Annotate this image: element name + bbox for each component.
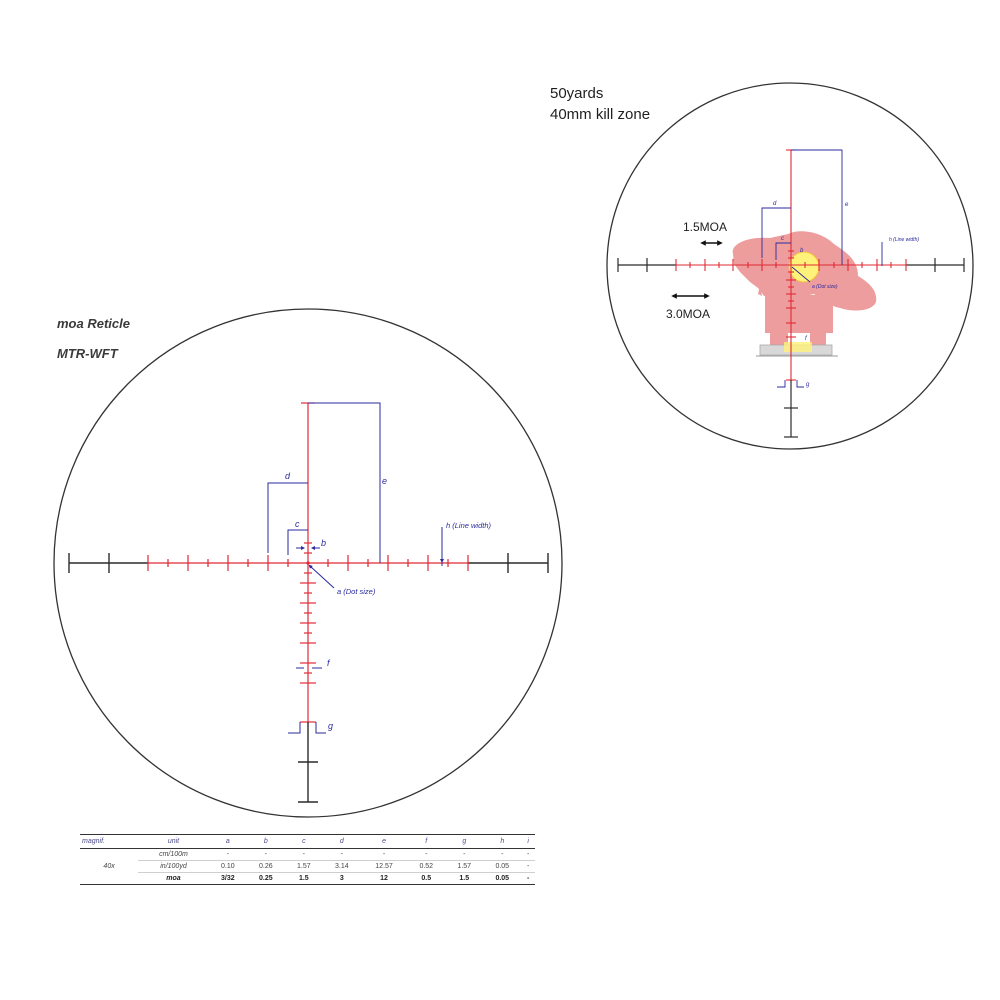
reticle-model: MTR-WFT	[57, 346, 118, 361]
rat-target	[732, 231, 877, 353]
spec-table-header: magnif. unit a b c d e f g h i	[80, 834, 535, 849]
target-label-strip	[784, 342, 812, 352]
reticle-title: moa Reticle	[57, 316, 130, 331]
header-h: h	[483, 834, 522, 849]
header-i: i	[521, 834, 535, 849]
header-a: a	[208, 834, 247, 849]
small-bottom-post-ticks	[784, 407, 798, 438]
small-label-b: b	[800, 248, 804, 254]
table-cell: 1.5	[284, 872, 323, 885]
table-cell: -	[246, 848, 285, 861]
kill-zone-label: 40mm kill zone	[550, 106, 651, 123]
table-cell: 0.26	[246, 860, 285, 873]
main-label-d: d	[285, 471, 291, 481]
table-cell: -	[208, 848, 247, 861]
unit-cell: moa	[138, 872, 209, 885]
table-cell: 0.10	[208, 860, 247, 873]
header-d: d	[322, 834, 361, 849]
moa-1-5-label: 1.5MOA	[683, 220, 728, 234]
table-cell: 12	[360, 872, 408, 885]
table-row: in/100yd 0.10 0.26 1.57 3.14 12.57 0.52 …	[80, 860, 535, 873]
small-horizontal-ticks	[675, 259, 907, 271]
moa-3-0-label: 3.0MOA	[666, 307, 711, 321]
header-g: g	[445, 834, 484, 849]
header-c: c	[284, 834, 323, 849]
table-row: moa 3/32 0.25 1.5 3 12 0.5 1.5 0.05 -	[80, 872, 535, 885]
header-unit: unit	[138, 834, 209, 849]
table-cell: 0.5	[407, 872, 446, 885]
small-label-e: e	[845, 202, 849, 208]
table-cell: -	[407, 848, 446, 861]
main-dimension-arrows	[296, 530, 444, 569]
small-label-a: a (Dot size)	[812, 284, 838, 290]
small-post-ticks	[617, 258, 965, 272]
header-magnif: magnif.	[80, 834, 139, 849]
distance-label: 50yards	[550, 85, 604, 102]
table-cell: -	[445, 848, 484, 861]
table-cell: 12.57	[360, 860, 408, 873]
table-cell: -	[322, 848, 361, 861]
small-label-g: g	[806, 382, 810, 388]
main-label-a: a (Dot size)	[337, 587, 376, 596]
table-cell: 0.25	[246, 872, 285, 885]
table-cell: 0.05	[483, 872, 522, 885]
table-cell: 1.5	[445, 872, 484, 885]
table-cell: -	[521, 848, 535, 861]
table-cell: 1.57	[284, 860, 323, 873]
table-cell: -	[521, 860, 535, 873]
table-cell: 3/32	[208, 872, 247, 885]
main-label-b: b	[321, 538, 326, 548]
small-dimension-lines	[761, 149, 883, 388]
small-label-c: c	[781, 236, 784, 242]
small-scope-circle	[606, 82, 974, 450]
header-f: f	[407, 834, 446, 849]
main-post-ticks	[68, 553, 549, 573]
kill-zone-view: d e c b h (Line width) a (Dot size) f g	[606, 82, 974, 450]
small-label-d: d	[773, 201, 777, 207]
table-cell: -	[483, 848, 522, 861]
main-bottom-post-ticks	[298, 761, 318, 803]
main-label-e: e	[382, 476, 387, 486]
table-cell: -	[360, 848, 408, 861]
main-label-h: h (Line width)	[446, 521, 492, 530]
header-e: e	[360, 834, 408, 849]
table-cell: 0.05	[483, 860, 522, 873]
table-cell: 3	[322, 872, 361, 885]
table-cell: 0.52	[407, 860, 446, 873]
main-horizontal-ticks	[147, 555, 469, 571]
header-b: b	[246, 834, 285, 849]
small-label-f: f	[805, 336, 808, 342]
table-cell: -	[284, 848, 323, 861]
magnification-cell: 40x	[80, 848, 139, 885]
main-dimension-lines	[267, 402, 443, 734]
main-reticle: d e c b h (Line width) a (Dot size) f g	[53, 308, 563, 818]
main-center-dot	[306, 561, 310, 565]
unit-cell: cm/100m	[138, 848, 209, 861]
unit-cell: in/100yd	[138, 860, 209, 873]
table-cell: -	[521, 872, 535, 885]
table-row: 40x cm/100m - - - - - - - - -	[80, 848, 535, 885]
table-cell: 3.14	[322, 860, 361, 873]
main-scope-circle	[53, 308, 563, 818]
spec-table: magnif. unit a b c d e f g h i 40x cm/10…	[80, 834, 535, 885]
main-label-f: f	[327, 658, 331, 668]
small-label-h: h (Line width)	[889, 237, 919, 243]
table-cell: 1.57	[445, 860, 484, 873]
main-label-c: c	[295, 519, 300, 529]
main-label-g: g	[328, 721, 333, 731]
